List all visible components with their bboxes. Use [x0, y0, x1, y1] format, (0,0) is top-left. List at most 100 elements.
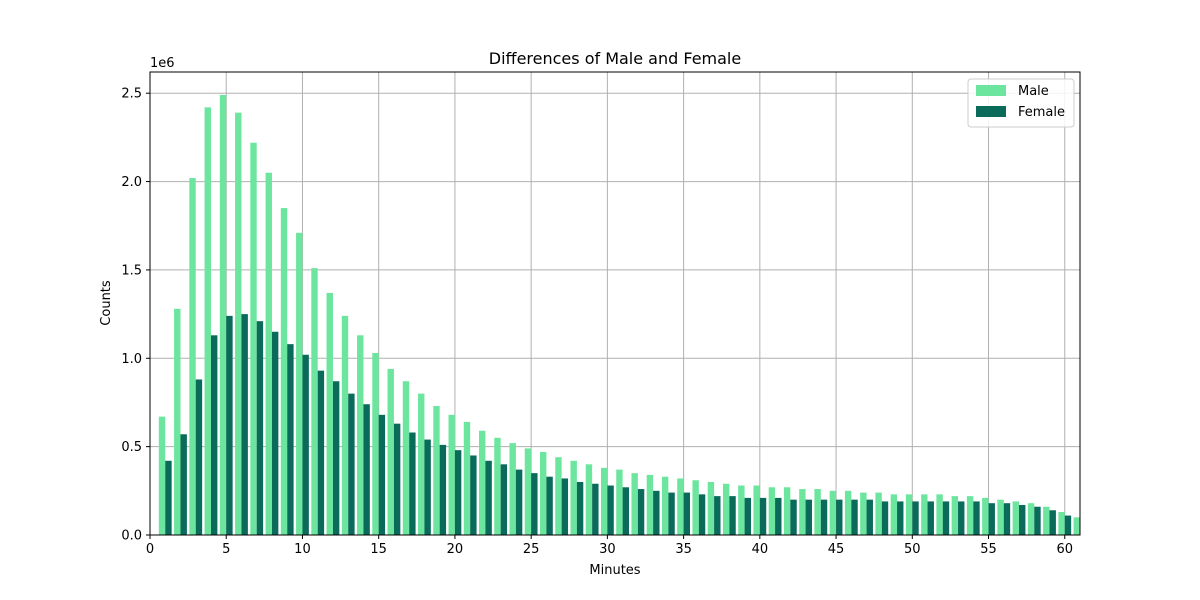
bar-male	[936, 494, 943, 535]
bar-male	[616, 469, 623, 535]
bar-male	[661, 476, 669, 535]
x-tick-label: 45	[828, 542, 845, 557]
bar-male	[418, 393, 425, 535]
bar-male	[951, 496, 959, 535]
bar-male	[433, 405, 440, 535]
bar-male	[463, 421, 471, 535]
legend-swatch-female	[976, 106, 1006, 117]
bar-female	[851, 499, 858, 535]
bar-female	[942, 501, 950, 535]
bar-male	[265, 172, 272, 535]
bar-male	[341, 315, 349, 535]
x-tick-label: 35	[675, 542, 692, 557]
bar-female	[424, 439, 431, 535]
bar-male	[479, 430, 486, 535]
bar-male	[1058, 512, 1065, 535]
bar-male	[860, 492, 867, 535]
y-tick-label: 2.5	[121, 87, 142, 102]
bar-female	[180, 434, 187, 535]
legend: Male Female	[967, 78, 1075, 128]
bar-female	[912, 501, 919, 535]
bar-female	[271, 331, 279, 535]
x-tick-label: 50	[904, 542, 921, 557]
bar-female	[378, 414, 386, 535]
x-tick-label: 5	[222, 542, 230, 557]
bar-male	[326, 292, 333, 535]
y-tick-label: 0.5	[121, 440, 142, 455]
bar-male	[844, 490, 852, 535]
bar-female	[256, 321, 264, 535]
bar-male	[357, 335, 364, 535]
bar-female	[317, 370, 325, 535]
bar-female	[683, 492, 691, 535]
bar-male	[1043, 506, 1050, 535]
bar-male	[722, 483, 730, 535]
bar-male	[494, 437, 501, 535]
bar-male	[280, 208, 288, 536]
bar-female	[1003, 503, 1011, 535]
x-axis: 0 5 10 15 20 25 30 35 40 45 50 55 60	[146, 535, 1073, 557]
bars	[158, 94, 1080, 536]
y-axis: 0.0 0.5 1.0 1.5 2.0 2.5	[121, 87, 150, 544]
bar-female	[897, 501, 904, 535]
bar-female	[881, 501, 889, 535]
bar-male	[570, 460, 577, 535]
bar-female	[485, 460, 492, 535]
bar-female	[302, 354, 309, 535]
bar-female	[241, 314, 248, 535]
bar-female	[348, 393, 355, 535]
bar-male	[905, 494, 913, 535]
bar-male	[402, 381, 410, 535]
bar-female	[653, 490, 660, 535]
bar-female	[500, 464, 508, 535]
bar-male	[235, 112, 242, 536]
bar-male	[646, 474, 654, 535]
bar-male	[1012, 501, 1020, 535]
bar-female	[729, 496, 736, 535]
bar-male	[387, 368, 394, 535]
bar-female	[820, 499, 828, 535]
bar-male	[692, 480, 699, 535]
bar-female	[332, 381, 340, 535]
bar-male	[966, 496, 974, 535]
bar-female	[195, 379, 203, 535]
bar-female	[1064, 515, 1072, 535]
bar-female	[927, 501, 934, 535]
bar-female	[714, 496, 721, 535]
bar-female	[836, 499, 843, 535]
bar-male	[600, 467, 608, 535]
bar-male	[890, 494, 898, 535]
legend-label-female: Female	[1018, 105, 1065, 120]
bar-female	[607, 485, 614, 535]
bar-female	[622, 487, 630, 535]
x-tick-label: 40	[752, 542, 769, 557]
bar-female	[1034, 506, 1041, 535]
bar-female	[973, 501, 980, 535]
bar-female	[988, 503, 995, 535]
bar-female	[515, 469, 523, 535]
x-tick-label: 10	[294, 542, 311, 557]
bar-male	[524, 448, 532, 535]
bar-female	[866, 499, 873, 535]
bar-female	[210, 335, 218, 535]
chart-title: Differences of Male and Female	[489, 49, 741, 68]
bar-male	[631, 473, 638, 535]
x-tick-label: 0	[146, 542, 154, 557]
y-tick-label: 2.0	[121, 175, 142, 190]
legend-swatch-male	[976, 85, 1006, 96]
bar-male	[814, 489, 821, 535]
y-axis-offset-label: 1e6	[150, 56, 175, 71]
bar-male	[219, 94, 227, 536]
bar-male	[250, 142, 257, 536]
bar-female	[561, 478, 569, 535]
bar-female	[531, 473, 538, 535]
bar-male	[707, 481, 715, 535]
bar-female	[363, 404, 370, 535]
bar-male	[158, 416, 166, 535]
bar-female	[805, 499, 812, 535]
y-axis-label: Counts	[99, 280, 114, 326]
bar-male	[311, 268, 318, 535]
bar-female	[759, 497, 767, 535]
x-tick-label: 20	[447, 542, 464, 557]
